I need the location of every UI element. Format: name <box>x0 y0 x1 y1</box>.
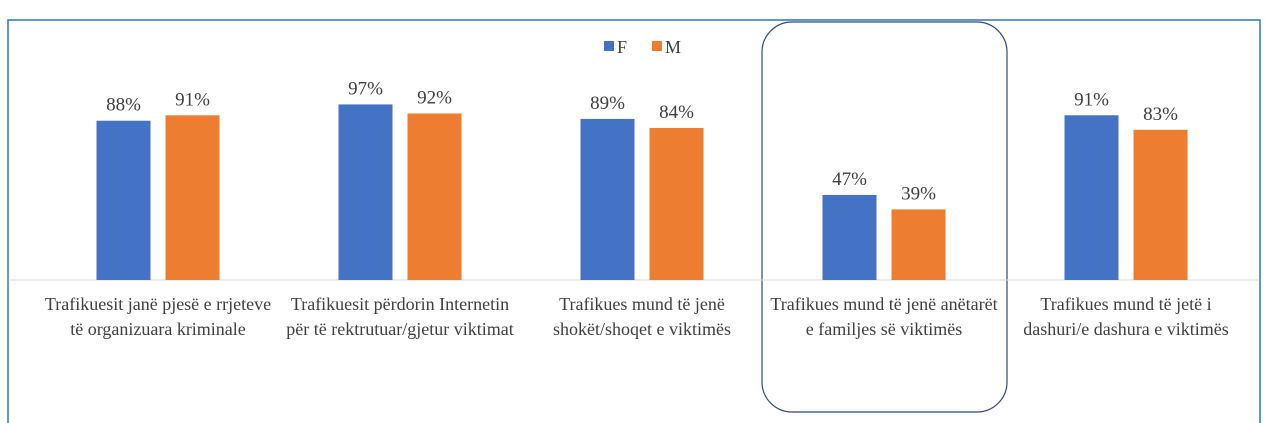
bar <box>649 127 704 281</box>
value-label: 39% <box>901 183 936 204</box>
bar <box>891 209 946 280</box>
x-tick-label: Trafikues mund të jenë shokët/shoqet e v… <box>553 294 731 339</box>
x-tick-label: Trafikues mund të jenë anëtarët e familj… <box>770 294 998 339</box>
bar <box>96 120 151 280</box>
value-label: 83% <box>1143 104 1178 125</box>
value-label: 88% <box>106 95 141 116</box>
bar <box>165 115 220 280</box>
value-label: 89% <box>590 93 625 114</box>
bar <box>338 104 393 281</box>
bar <box>580 118 635 280</box>
x-tick-label: Trafikuesit janë pjesë e rrjeteve të org… <box>44 294 272 339</box>
value-label: 92% <box>417 87 452 108</box>
highlight-box <box>761 21 1008 413</box>
bar <box>1064 115 1119 280</box>
value-label: 47% <box>832 169 867 190</box>
legend-label: F <box>617 37 627 57</box>
value-label: 97% <box>348 78 383 99</box>
bar <box>822 194 877 280</box>
frame <box>7 19 1261 423</box>
bar <box>407 113 462 280</box>
value-label: 91% <box>175 89 210 110</box>
legend-swatch <box>652 41 662 51</box>
value-label: 91% <box>1074 89 1109 110</box>
x-tick-label: Trafikues mund të jetë i dashuri/e dashu… <box>1023 294 1229 339</box>
bar <box>1133 129 1188 280</box>
value-label: 84% <box>659 102 694 123</box>
legend-label: M <box>665 37 681 57</box>
legend-swatch <box>604 41 614 51</box>
x-tick-label: Trafikuesit përdorin Internetin për të r… <box>286 294 514 339</box>
